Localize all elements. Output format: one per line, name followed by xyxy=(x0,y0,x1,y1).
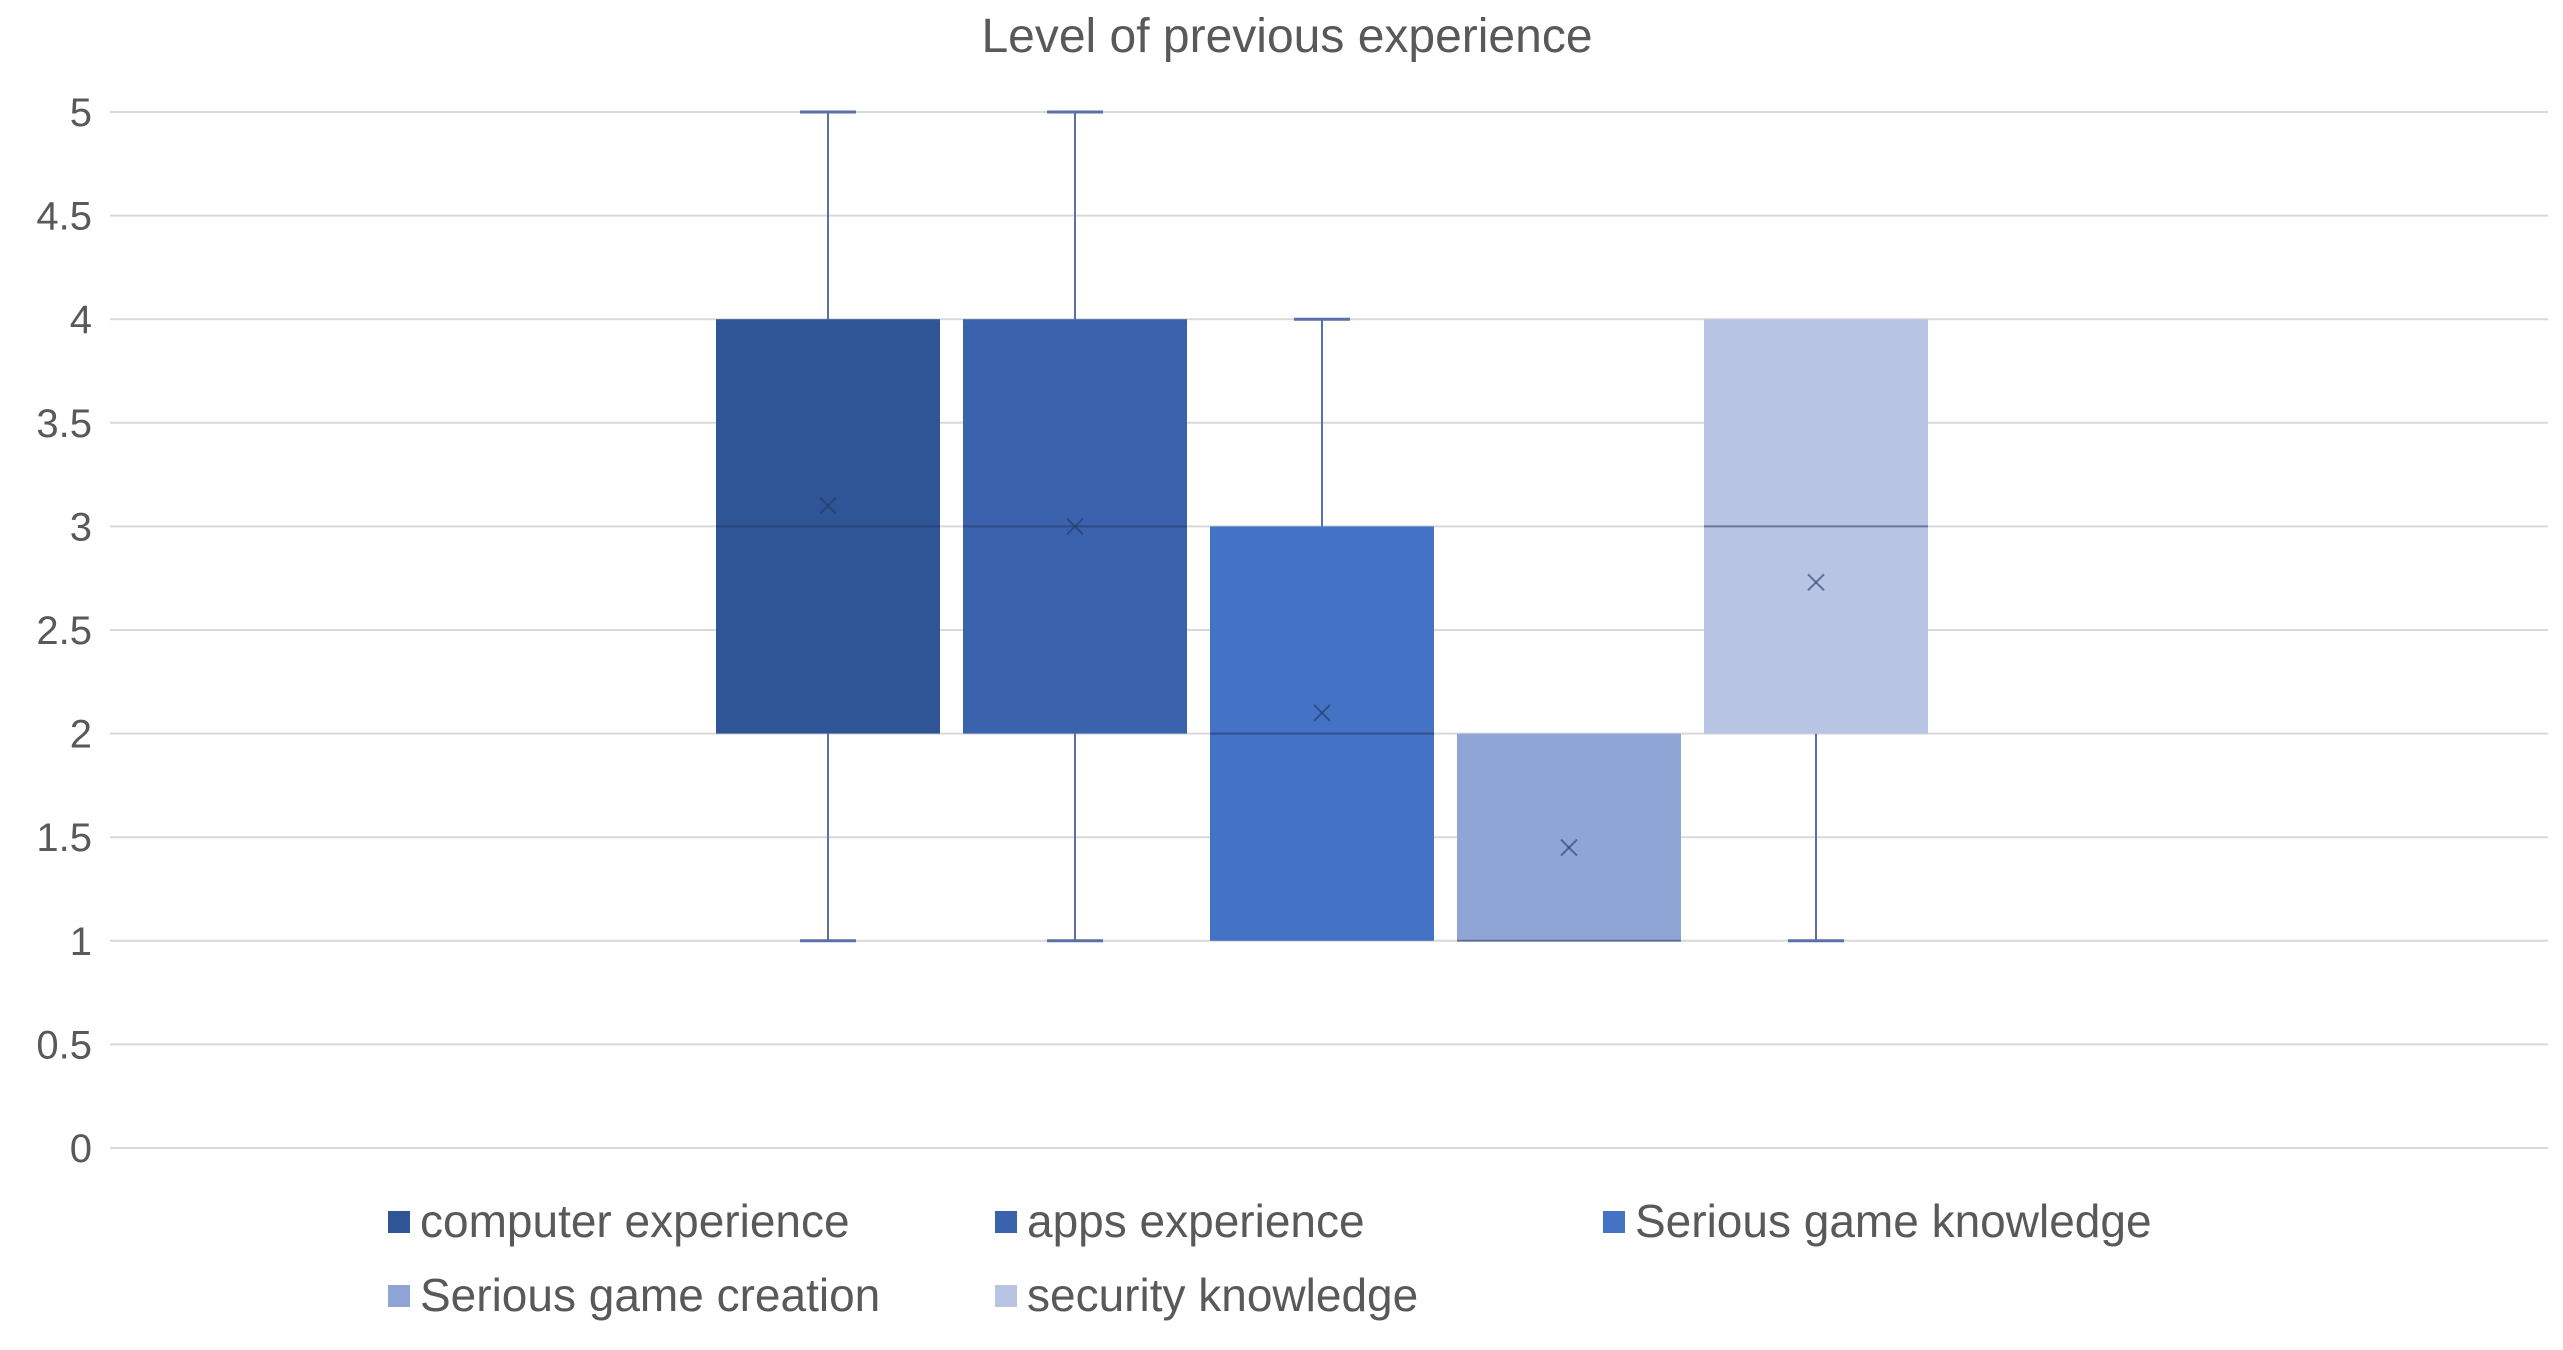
y-tick-label: 4.5 xyxy=(36,195,92,239)
mean-marker-stroke xyxy=(819,496,837,515)
y-tick-label: 4 xyxy=(70,298,92,342)
chart-title: Level of previous experience xyxy=(981,10,1592,63)
box-serious-game-creation xyxy=(1457,733,1681,942)
y-tick-label: 2 xyxy=(70,713,92,757)
legend-swatch xyxy=(388,1285,410,1307)
mean-marker-stroke xyxy=(1313,704,1331,722)
y-tick-label: 3 xyxy=(70,505,92,549)
y-tick-label: 0.5 xyxy=(36,1023,92,1067)
y-tick-label: 2.5 xyxy=(36,609,92,653)
mean-marker-stroke xyxy=(1807,573,1825,592)
box-security-knowledge xyxy=(1704,319,1928,943)
y-axis: 0 0.5 1 1.5 2 2.5 3 3.5 4 4.5 5 xyxy=(36,91,92,1171)
legend-swatch xyxy=(995,1211,1017,1233)
legend-swatch xyxy=(388,1211,410,1233)
mean-marker xyxy=(1313,704,1331,722)
legend-swatch xyxy=(995,1285,1017,1307)
mean-marker-stroke xyxy=(1066,517,1084,536)
legend-swatch xyxy=(1603,1211,1625,1233)
legend-label: Serious game knowledge xyxy=(1635,1195,2152,1247)
legend-label: apps experience xyxy=(1027,1195,1365,1247)
legend-label: Serious game creation xyxy=(420,1269,880,1321)
mean-marker xyxy=(1807,573,1825,592)
legend-item: apps experience xyxy=(995,1195,1365,1247)
y-tick-label: 3.5 xyxy=(36,402,92,446)
legend-label: computer experience xyxy=(420,1195,850,1247)
legend-item: computer experience xyxy=(388,1195,850,1247)
box-serious-game-knowledge xyxy=(1210,317,1434,941)
y-tick-label: 0 xyxy=(70,1127,92,1171)
y-tick-label: 1.5 xyxy=(36,816,92,860)
legend-item: Serious game creation xyxy=(388,1269,880,1321)
y-tick-label: 5 xyxy=(70,91,92,135)
legend-label: security knowledge xyxy=(1027,1269,1418,1321)
legend-item: Serious game knowledge xyxy=(1603,1195,2152,1247)
box-computer-experience xyxy=(716,110,940,943)
mean-marker xyxy=(1066,517,1084,536)
box-apps-experience xyxy=(963,110,1187,943)
legend-item: security knowledge xyxy=(995,1269,1418,1321)
legend: computer experience apps experience Seriou… xyxy=(388,1195,2152,1321)
box-body xyxy=(1457,733,1681,941)
boxes xyxy=(716,110,1928,943)
mean-marker-stroke xyxy=(1560,838,1578,857)
y-tick-label: 1 xyxy=(70,920,92,964)
mean-marker xyxy=(1560,838,1578,857)
mean-marker xyxy=(819,496,837,515)
